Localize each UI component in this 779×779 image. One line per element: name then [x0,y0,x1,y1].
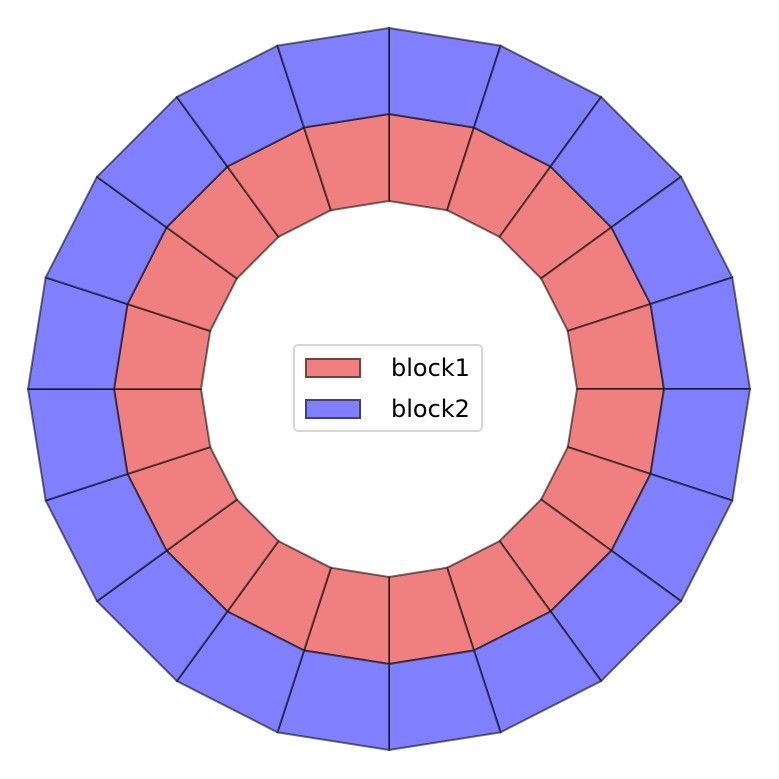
legend-label: block2 [391,395,470,423]
legend-item-block1: block1 [305,354,470,382]
legend: block1 block2 [293,344,483,432]
legend-swatch-block2 [305,399,361,419]
legend-item-block2: block2 [305,395,470,423]
legend-label: block1 [391,354,470,382]
block2-cell [276,27,390,129]
legend-swatch-block1 [305,358,361,378]
